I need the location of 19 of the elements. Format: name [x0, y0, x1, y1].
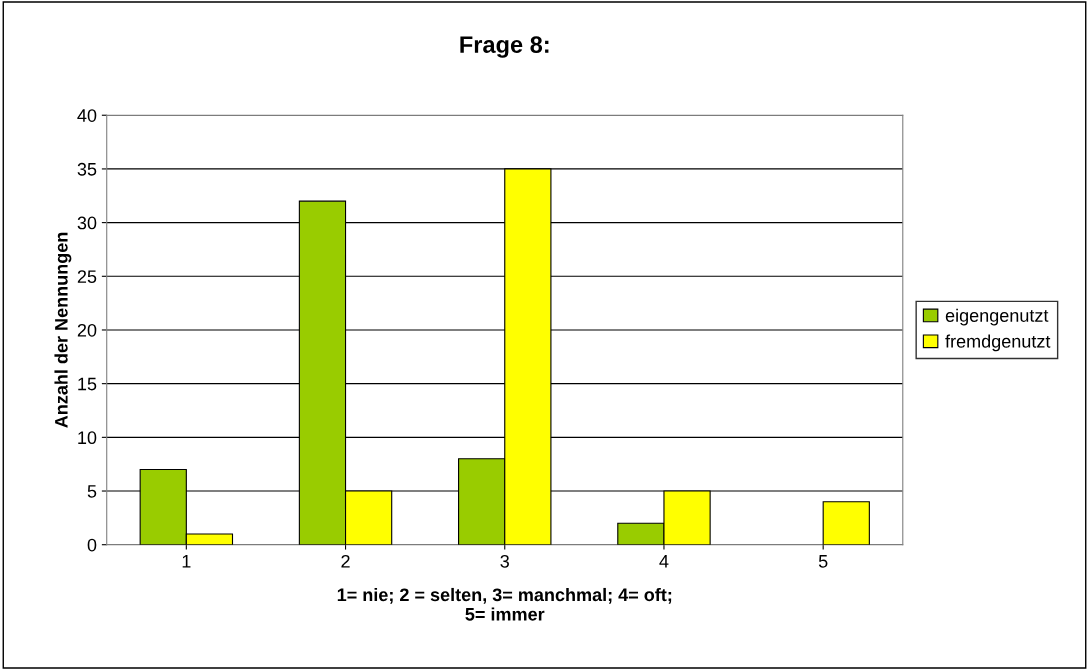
- y-tick-label: 35: [77, 162, 97, 176]
- y-tick-label: 20: [77, 323, 97, 337]
- y-tick-label: 5: [87, 485, 97, 498]
- legend-label: fremdgenutzt: [945, 334, 1051, 352]
- chart-title: Frage 8:: [460, 36, 549, 58]
- y-tick-label: 40: [77, 109, 97, 122]
- x-axis-title: 1= nie; 2 = selten, 3= manchmal; 4= oft; 5= immer: [337, 587, 672, 621]
- y-tick-label: 15: [78, 377, 97, 391]
- x-tick-label: 1: [182, 555, 191, 568]
- x-tick-label: 5: [818, 555, 828, 568]
- legend-label: eigengenutzt: [945, 308, 1049, 326]
- y-axis-title: Anzahl der Nennungen: [54, 232, 72, 428]
- y-tick-label: 10: [78, 431, 97, 445]
- x-tick-label: 3: [500, 554, 509, 568]
- x-tick-label: 2: [341, 554, 350, 568]
- y-tick-label: 30: [77, 216, 97, 230]
- y-tick-label: 0: [87, 538, 97, 552]
- y-tick-label: 25: [77, 270, 97, 284]
- x-tick-label: 4: [659, 555, 669, 568]
